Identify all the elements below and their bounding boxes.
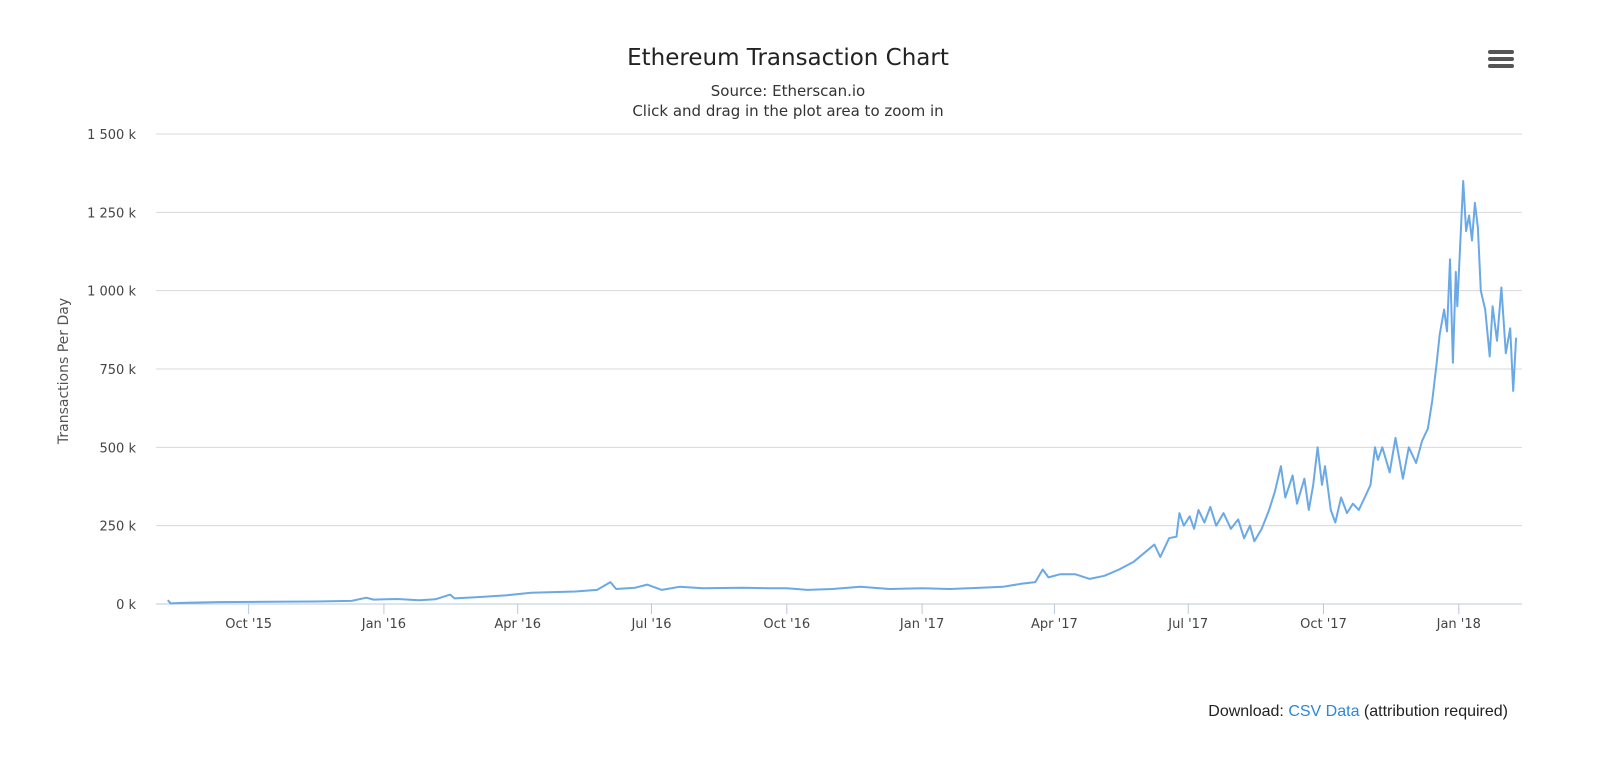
hamburger-menu-icon[interactable]	[1488, 50, 1514, 74]
x-tick-label: Jan '16	[361, 617, 406, 632]
x-axis: Oct '15 Jan '16 Apr '16 Jul '16 Oct '16 Jan '…	[225, 604, 1481, 632]
chart-zoom-hint: Click and drag in the plot area to zoom …	[632, 102, 943, 120]
plot-area[interactable]	[167, 180, 1518, 605]
x-tick-label: Apr '17	[1031, 617, 1078, 632]
x-tick-label: Jan '17	[899, 617, 944, 632]
chart-title: Ethereum Transaction Chart	[627, 45, 949, 71]
x-tick-label: Apr '16	[494, 617, 541, 632]
y-tick-label: 1 250 k	[87, 206, 136, 221]
y-grid	[156, 133, 1522, 605]
y-tick-label: 0 k	[116, 598, 136, 613]
x-tick-label: Jul '17	[1167, 617, 1208, 632]
x-tick-label: Jan '18	[1436, 617, 1481, 632]
x-tick-label: Jul '16	[631, 617, 672, 632]
menu-bar	[1488, 57, 1514, 61]
download-prefix: Download:	[1208, 703, 1284, 720]
y-tick-label: 1 500 k	[87, 128, 136, 143]
series-line	[167, 180, 1518, 605]
y-tick-label: 750 k	[100, 363, 137, 378]
y-axis: 0 k 250 k 500 k 750 k 1 000 k 1 250 k 1 500 k	[87, 128, 136, 613]
chart-subtitle: Source: Etherscan.io	[711, 82, 865, 100]
download-suffix: (attribution required)	[1363, 703, 1508, 720]
menu-bar	[1488, 64, 1514, 68]
download-line: Download: CSV Data (attribution required…	[1208, 703, 1508, 721]
y-tick-label: 500 k	[100, 441, 137, 456]
csv-data-link[interactable]: CSV Data	[1288, 703, 1360, 720]
y-tick-label: 1 000 k	[87, 285, 136, 300]
menu-bar	[1488, 50, 1514, 54]
x-tick-label: Oct '17	[1300, 617, 1347, 632]
y-axis-title: Transactions Per Day	[56, 298, 72, 445]
y-tick-label: 250 k	[100, 520, 137, 535]
x-tick-label: Oct '16	[763, 617, 810, 632]
x-tick-label: Oct '15	[225, 617, 272, 632]
